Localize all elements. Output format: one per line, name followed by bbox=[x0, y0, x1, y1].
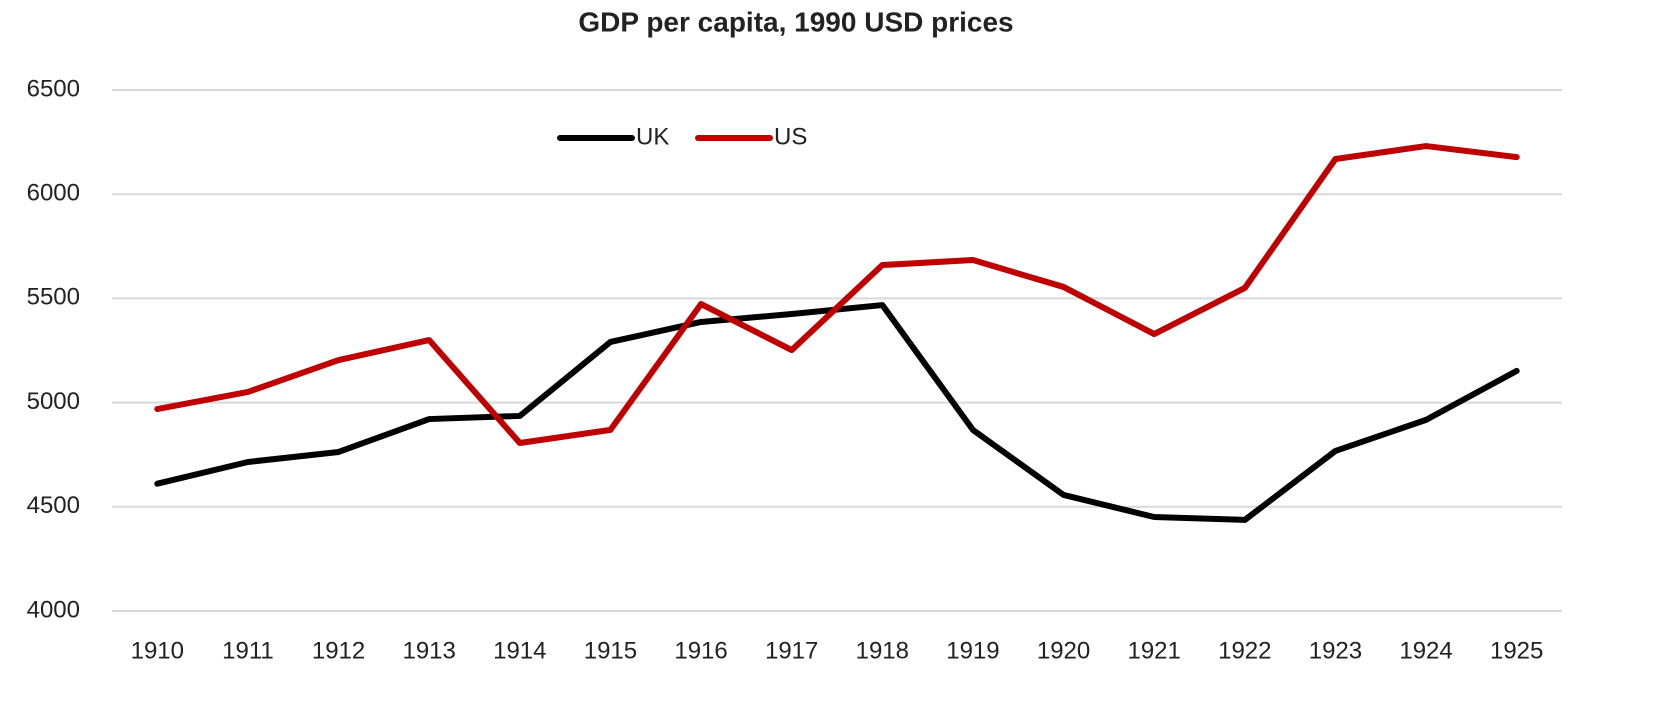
x-tick-label: 1925 bbox=[1490, 637, 1543, 664]
x-tick-label: 1918 bbox=[856, 637, 909, 664]
legend-label: US bbox=[774, 123, 807, 150]
x-tick-label: 1920 bbox=[1037, 637, 1090, 664]
x-tick-label: 1922 bbox=[1218, 637, 1271, 664]
chart-title: GDP per capita, 1990 USD prices bbox=[578, 6, 1013, 37]
y-tick-label: 5000 bbox=[27, 388, 80, 415]
x-tick-label: 1924 bbox=[1399, 637, 1452, 664]
x-tick-label: 1923 bbox=[1309, 637, 1362, 664]
x-tick-label: 1912 bbox=[312, 637, 365, 664]
series-line bbox=[154, 302, 1520, 523]
y-tick-label: 6500 bbox=[27, 75, 80, 102]
x-tick-label: 1916 bbox=[674, 637, 727, 664]
y-tick-label: 6000 bbox=[27, 180, 80, 207]
y-tick-label: 4500 bbox=[27, 492, 80, 519]
x-tick-label: 1919 bbox=[946, 637, 999, 664]
y-tick-label: 5500 bbox=[27, 284, 80, 311]
y-tick-label: 4000 bbox=[27, 596, 80, 623]
x-tick-label: 1921 bbox=[1127, 637, 1180, 664]
x-tick-label: 1911 bbox=[222, 637, 274, 664]
x-tick-label: 1914 bbox=[493, 637, 546, 664]
series-line bbox=[154, 143, 1520, 447]
x-tick-label: 1915 bbox=[584, 637, 637, 664]
x-tick-label: 1910 bbox=[131, 637, 184, 664]
x-tick-label: 1917 bbox=[765, 637, 818, 664]
legend-label: UK bbox=[636, 123, 669, 150]
x-tick-label: 1913 bbox=[402, 637, 455, 664]
